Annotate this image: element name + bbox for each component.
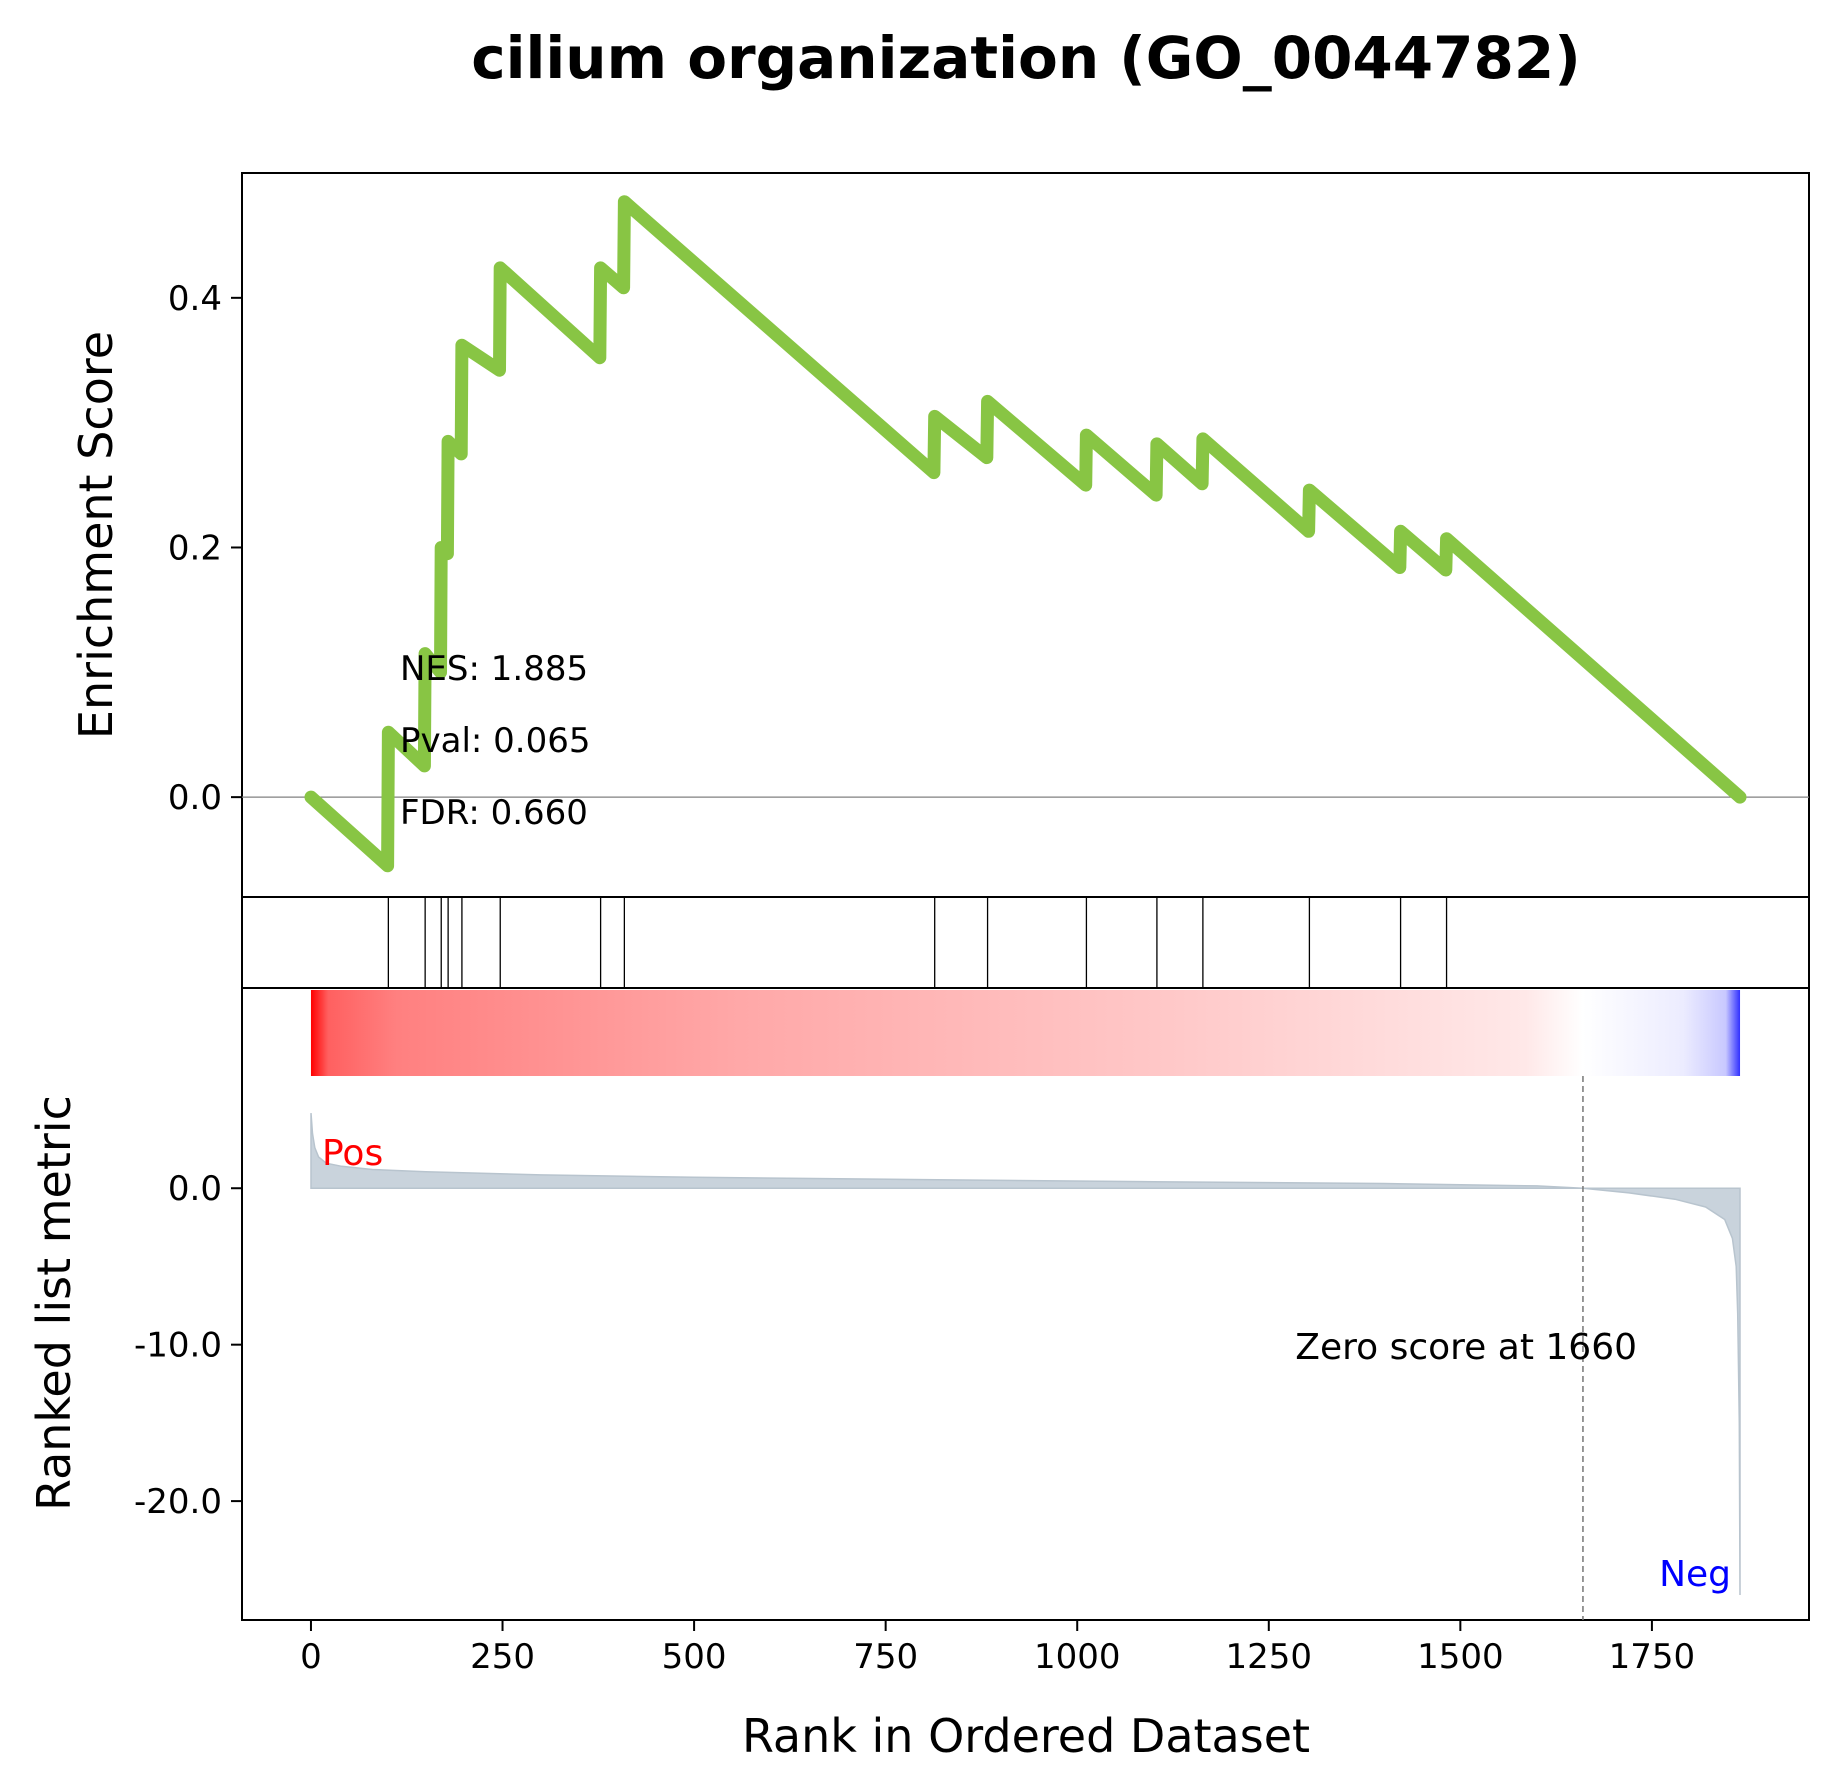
x-tick-label: 0 [300,1637,322,1677]
x-tick-label: 1500 [1417,1637,1504,1677]
x-tick-label: 500 [662,1637,727,1677]
hits-panel-frame [241,896,1810,989]
es-y-tick-label: 0.4 [168,279,222,319]
es-curve [304,195,1747,873]
metric-y-tick-label: -20.0 [134,1482,222,1522]
ranked-metric-area [310,1113,1741,1596]
metric-y-tick-label: -10.0 [134,1326,222,1366]
es-curve-line [304,195,1747,873]
es-y-tick-label: 0.0 [168,778,222,818]
fdr-label: FDR: 0.660 [400,793,588,833]
metric-y-ticks: 0.0 -10.0 -20.0 [134,1169,242,1522]
ranked-metric-fill [310,1113,1741,1596]
x-axis-ticks: 0 250 500 750 1000 1250 1500 1750 [300,1620,1695,1677]
neg-label: Neg [1659,1554,1731,1595]
gene-hit-markers [387,897,1448,988]
metric-y-axis-label: Ranked list metric [27,1095,81,1511]
metric-panel-frame [241,987,1810,1621]
metric-y-tick-label: 0.0 [168,1169,222,1209]
es-y-axis-label: Enrichment Score [69,331,123,739]
rank-heatmap-bar [310,990,1741,1076]
x-tick-label: 250 [470,1637,535,1677]
x-tick-label: 1250 [1226,1637,1313,1677]
x-tick-label: 1750 [1609,1637,1696,1677]
zero-score-label: Zero score at 1660 [1295,1327,1637,1368]
x-tick-label: 1000 [1034,1637,1121,1677]
x-tick-label: 750 [853,1637,918,1677]
nes-label: NES: 1.885 [400,649,588,689]
es-panel-frame [241,172,1810,898]
chart-title: cilium organization (GO_0044782) [471,24,1580,92]
pval-label: Pval: 0.065 [400,721,591,761]
pos-label: Pos [322,1133,383,1174]
es-y-tick-label: 0.2 [168,528,222,568]
es-y-ticks: 0.0 0.2 0.4 [168,279,242,818]
x-axis-label: Rank in Ordered Dataset [742,1709,1310,1763]
